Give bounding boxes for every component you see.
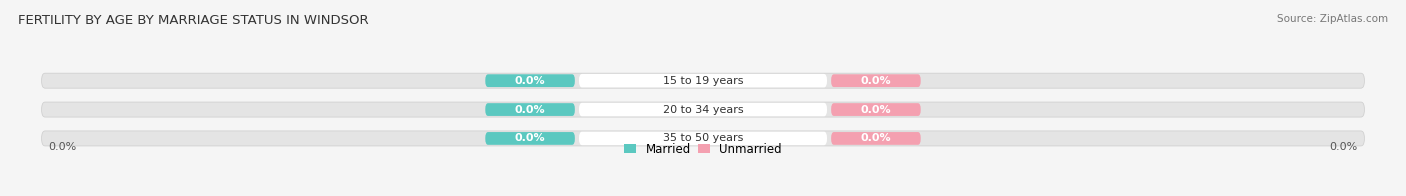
Text: Source: ZipAtlas.com: Source: ZipAtlas.com — [1277, 14, 1388, 24]
Text: 20 to 34 years: 20 to 34 years — [662, 104, 744, 114]
Text: FERTILITY BY AGE BY MARRIAGE STATUS IN WINDSOR: FERTILITY BY AGE BY MARRIAGE STATUS IN W… — [18, 14, 368, 27]
Text: 0.0%: 0.0% — [860, 76, 891, 86]
Text: 0.0%: 0.0% — [860, 133, 891, 143]
Text: 0.0%: 0.0% — [515, 104, 546, 114]
FancyBboxPatch shape — [831, 132, 921, 145]
FancyBboxPatch shape — [42, 73, 1364, 88]
FancyBboxPatch shape — [485, 103, 575, 116]
Text: 0.0%: 0.0% — [860, 104, 891, 114]
FancyBboxPatch shape — [42, 131, 1364, 146]
Text: 0.0%: 0.0% — [515, 76, 546, 86]
FancyBboxPatch shape — [831, 74, 921, 87]
Legend: Married, Unmarried: Married, Unmarried — [624, 143, 782, 156]
FancyBboxPatch shape — [485, 74, 575, 87]
FancyBboxPatch shape — [579, 132, 827, 145]
Text: 0.0%: 0.0% — [515, 133, 546, 143]
Text: 0.0%: 0.0% — [48, 142, 77, 152]
Text: 15 to 19 years: 15 to 19 years — [662, 76, 744, 86]
FancyBboxPatch shape — [579, 74, 827, 87]
FancyBboxPatch shape — [485, 132, 575, 145]
FancyBboxPatch shape — [579, 103, 827, 116]
Text: 0.0%: 0.0% — [1329, 142, 1358, 152]
FancyBboxPatch shape — [42, 102, 1364, 117]
FancyBboxPatch shape — [831, 103, 921, 116]
Text: 35 to 50 years: 35 to 50 years — [662, 133, 744, 143]
